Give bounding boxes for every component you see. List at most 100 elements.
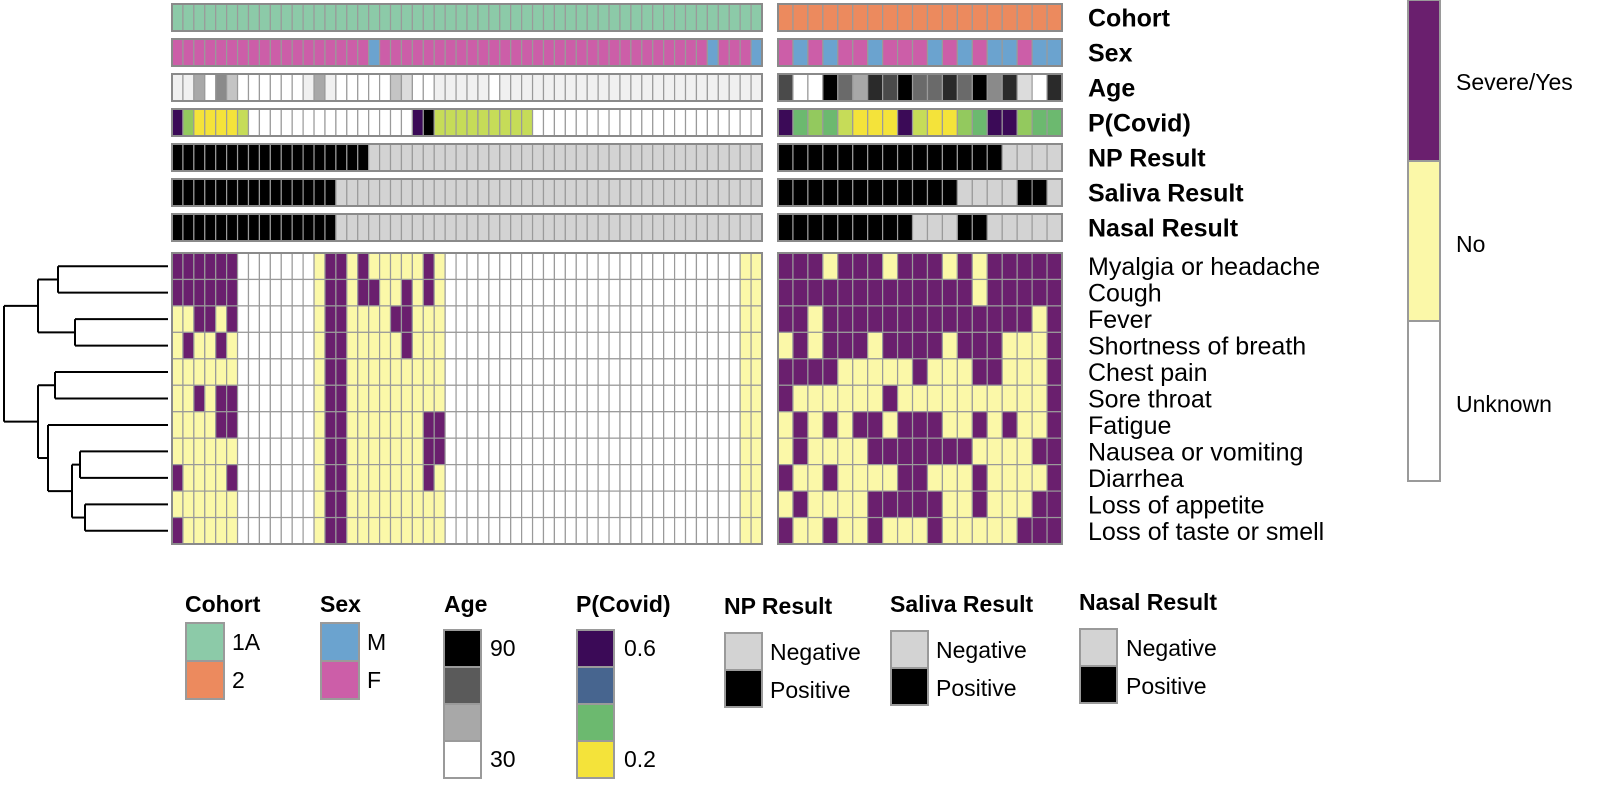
sex-cell <box>510 38 523 67</box>
nasal-result-cell <box>926 213 944 242</box>
symptom-cell <box>499 331 512 360</box>
sex-cell <box>204 38 217 67</box>
symptom-cell <box>324 437 337 466</box>
symptom-cell <box>247 278 261 307</box>
pcovid-cell <box>1016 108 1033 137</box>
saliva-result-cell <box>258 178 271 207</box>
symptom-cell <box>378 437 392 466</box>
symptom-cell <box>269 278 282 307</box>
symptom-cell <box>739 516 752 545</box>
symptom-cell <box>807 437 824 466</box>
saliva-result-cell <box>368 178 381 207</box>
pcovid-cell <box>171 108 184 137</box>
sex-cell <box>911 38 929 67</box>
symptom-cell <box>477 516 490 545</box>
symptom-cell <box>378 252 392 281</box>
symptom-cell <box>663 358 676 386</box>
symptom-cell <box>739 252 752 281</box>
symptom-cell <box>411 252 424 281</box>
pcovid-cell <box>663 108 676 137</box>
sex-cell <box>444 38 457 67</box>
age-cell <box>553 73 566 102</box>
symptom-cell <box>455 331 468 360</box>
pcovid-cell <box>926 108 944 137</box>
symptom-cell <box>986 331 1003 360</box>
symptom-cell <box>706 331 719 360</box>
symptom-cell <box>1001 252 1018 281</box>
symptom-cell <box>182 331 195 360</box>
symptom-cell <box>750 437 763 466</box>
symptom-cell <box>728 278 741 307</box>
np-result-cell <box>488 143 501 172</box>
symptom-cell <box>171 516 184 545</box>
age-cell <box>422 73 435 102</box>
pcovid-cell <box>941 108 958 137</box>
nasal-result-cell <box>1016 213 1033 242</box>
sex-cell <box>346 38 359 67</box>
cohort-cell <box>971 3 988 32</box>
symptom-cell <box>236 516 250 545</box>
saliva-result-cell <box>204 178 217 207</box>
symptom-cell <box>433 411 446 439</box>
legend-swatch-severe <box>1407 0 1441 162</box>
age-cell <box>777 73 794 102</box>
annotation-label: Saliva Result <box>1088 180 1244 208</box>
pcovid-cell <box>368 108 381 137</box>
symptom-cell <box>521 490 534 519</box>
symptom-cell <box>477 358 490 386</box>
np-result-cell <box>324 143 337 172</box>
saliva-result-cell <box>837 178 854 207</box>
symptom-cell <box>357 305 370 333</box>
legend-label: Negative <box>770 639 861 665</box>
symptom-cell <box>792 252 809 281</box>
nasal-result-cell <box>346 213 359 242</box>
symptom-cell <box>717 384 730 413</box>
symptom-cell <box>357 411 370 439</box>
nasal-result-cell <box>728 213 741 242</box>
symptom-cell <box>630 358 643 386</box>
symptom-cell <box>400 490 413 519</box>
symptom-cell <box>433 278 446 307</box>
annotation-label: Cohort <box>1088 5 1171 33</box>
symptom-cell <box>193 384 206 413</box>
symptom-cell <box>986 437 1003 466</box>
symptom-cell <box>695 384 708 413</box>
saliva-result-cell <box>226 178 239 207</box>
age-cell <box>1001 73 1018 102</box>
symptom-cell <box>400 305 413 333</box>
symptom-cell <box>586 331 599 360</box>
symptom-cell <box>663 305 676 333</box>
symptom-cell <box>291 490 304 519</box>
nasal-result-cell <box>368 213 381 242</box>
symptom-cell <box>1001 305 1018 333</box>
nasal-result-cell <box>792 213 809 242</box>
symptom-cell <box>455 437 468 466</box>
symptom-cell <box>941 490 958 519</box>
cohort-cell <box>378 3 392 32</box>
sex-cell <box>215 38 228 67</box>
pcovid-cell <box>717 108 730 137</box>
np-result-cell <box>971 143 988 172</box>
pcovid-cell <box>608 108 621 137</box>
symptom-cell <box>1031 490 1048 519</box>
symptom-cell <box>411 305 424 333</box>
symptom-cell <box>433 490 446 519</box>
cohort-cell <box>313 3 326 32</box>
symptom-cell <box>204 331 217 360</box>
symptom-cell <box>291 358 304 386</box>
pcovid-cell <box>389 108 403 137</box>
symptom-cell <box>280 490 293 519</box>
symptom-cell <box>368 252 381 281</box>
nasal-result-cell <box>247 213 261 242</box>
cohort-cell <box>619 3 632 32</box>
sex-cell <box>684 38 698 67</box>
symptom-cell <box>400 384 413 413</box>
symptom-cell <box>586 490 599 519</box>
symptom-cell <box>411 516 424 545</box>
legend-label: F <box>367 667 381 693</box>
cohort-cell <box>695 3 708 32</box>
symptom-cell <box>807 490 824 519</box>
sex-cell <box>926 38 944 67</box>
symptom-cell <box>553 278 566 307</box>
